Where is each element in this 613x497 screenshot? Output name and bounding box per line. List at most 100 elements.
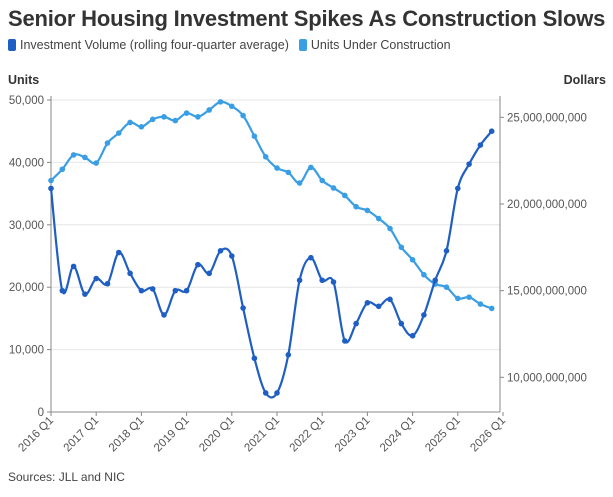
data-point-investment [296, 277, 303, 284]
data-point-investment [59, 287, 66, 294]
data-point-investment [330, 279, 337, 285]
right-tick-label: 20,000,000,000 [507, 199, 587, 211]
data-point-units [240, 112, 246, 119]
data-point-investment [387, 296, 393, 303]
data-point-investment [183, 287, 190, 294]
data-point-investment [443, 248, 450, 254]
data-point-investment [364, 300, 371, 306]
data-point-investment [229, 253, 235, 259]
data-point-units [477, 301, 484, 307]
data-point-units [409, 256, 416, 263]
legend-label-units: Units Under Construction [310, 38, 451, 52]
data-point-units [104, 140, 111, 146]
data-point-investment [172, 287, 179, 294]
data-point-units [116, 130, 122, 136]
data-point-units [93, 160, 99, 166]
data-point-units [82, 154, 88, 161]
x-tick-label: 2019 Q1 [152, 415, 192, 455]
data-point-units [262, 153, 269, 160]
data-point-units [217, 99, 224, 105]
data-point-investment [161, 312, 167, 318]
x-tick-label: 2020 Q1 [197, 415, 237, 455]
right-axis-title: Dollars [564, 73, 606, 87]
data-point-investment [466, 161, 472, 167]
data-point-units [342, 192, 348, 199]
legend-swatch-units [298, 39, 307, 51]
x-tick-label: 2021 Q1 [242, 415, 282, 455]
data-point-investment [488, 128, 495, 134]
data-point-investment [251, 355, 258, 362]
x-tick-label: 2024 Q1 [378, 415, 418, 455]
right-tick-label: 25,000,000,000 [507, 112, 587, 124]
x-tick-label: 2016 Q1 [16, 415, 56, 455]
data-point-investment [262, 390, 269, 396]
data-point-units [364, 207, 371, 214]
data-point-investment [127, 270, 133, 277]
x-tick-label: 2026 Q1 [468, 415, 508, 455]
data-point-investment [149, 286, 156, 292]
data-point-investment [48, 185, 54, 192]
data-point-investment [274, 390, 280, 396]
data-point-units [206, 107, 212, 113]
left-tick-label: 0 [38, 407, 44, 419]
data-point-units [466, 294, 472, 300]
left-tick-label: 20,000 [9, 282, 44, 294]
legend-item-units[interactable]: Units Under Construction [298, 38, 451, 52]
data-point-units [274, 165, 280, 171]
data-point-units [308, 164, 314, 171]
data-point-units [319, 177, 326, 184]
right-tick-label: 15,000,000,000 [507, 286, 587, 298]
data-point-investment [82, 291, 88, 297]
data-point-units [127, 119, 133, 126]
left-tick-label: 10,000 [9, 345, 44, 357]
x-tick-label: 2022 Q1 [288, 415, 328, 455]
x-tick-label: 2017 Q1 [62, 415, 102, 455]
data-point-units [161, 114, 167, 120]
series-line-units [50, 100, 493, 310]
data-point-investment [421, 312, 427, 318]
data-point-investment [70, 263, 77, 270]
data-point-units [353, 203, 359, 210]
data-point-investment [116, 249, 122, 256]
data-point-investment [104, 280, 111, 287]
data-point-units [172, 117, 179, 124]
legend-item-investment[interactable]: Investment Volume (rolling four-quarter … [8, 38, 289, 52]
data-point-units [285, 169, 292, 176]
data-point-investment [195, 261, 201, 268]
data-point-investment [342, 338, 348, 344]
data-point-investment [285, 352, 292, 358]
data-point-investment [455, 185, 461, 192]
right-tick-label: 10,000,000,000 [507, 372, 587, 384]
x-tick-label: 2023 Q1 [333, 415, 373, 455]
left-tick-label: 50,000 [9, 95, 44, 107]
left-tick-label: 40,000 [9, 157, 44, 169]
legend-swatch-investment [8, 39, 16, 51]
chart-title: Senior Housing Investment Spikes As Cons… [8, 6, 606, 31]
data-point-investment [375, 303, 382, 310]
data-point-units [48, 177, 54, 184]
data-point-investment [217, 248, 224, 254]
data-point-investment [138, 287, 145, 294]
data-point-investment [240, 305, 246, 311]
data-point-units [330, 185, 337, 191]
data-point-units [296, 180, 303, 186]
source-note: Sources: JLL and NIC [8, 470, 125, 484]
legend: Investment Volume (rolling four-quarter … [8, 38, 461, 52]
data-point-investment [93, 275, 99, 282]
x-tick-label: 2025 Q1 [423, 415, 463, 455]
data-point-investment [409, 332, 416, 339]
data-point-investment [398, 320, 405, 327]
data-point-investment [308, 254, 314, 261]
data-point-units [421, 271, 427, 278]
data-point-units [195, 114, 201, 120]
data-point-units [387, 225, 393, 232]
data-point-units [70, 152, 77, 158]
data-point-units [488, 305, 495, 312]
data-point-units [138, 124, 145, 130]
data-point-units [375, 215, 382, 222]
data-point-units [59, 166, 66, 173]
data-point-investment [477, 142, 484, 148]
data-point-investment [206, 270, 212, 277]
